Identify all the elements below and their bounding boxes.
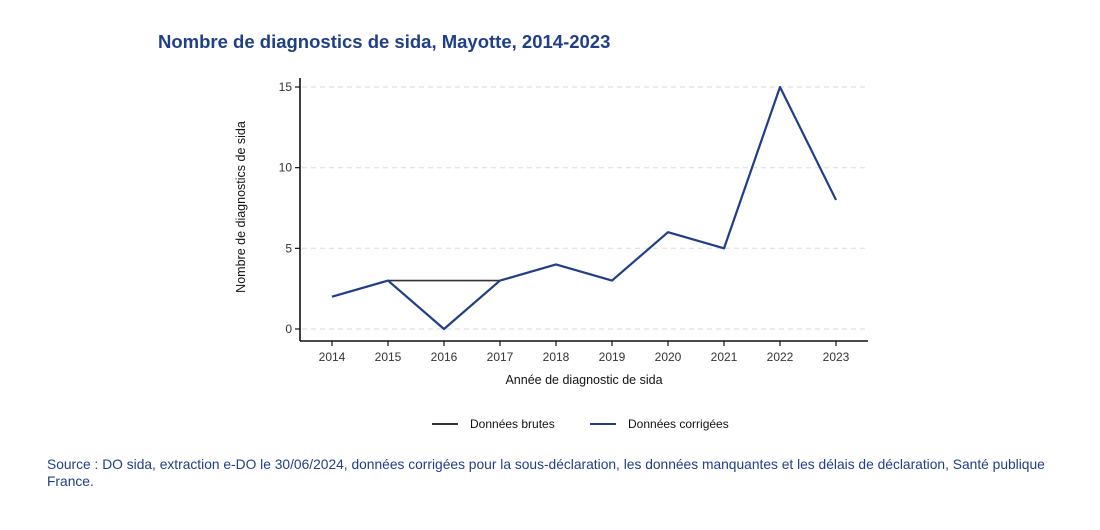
source-note: Source : DO sida, extraction e-DO le 30/… xyxy=(47,457,1045,489)
x-tick-label: 2021 xyxy=(711,350,738,364)
chart-title: Nombre de diagnostics de sida, Mayotte, … xyxy=(158,31,611,52)
x-tick-label: 2014 xyxy=(319,350,346,364)
x-tick-label: 2023 xyxy=(823,350,850,364)
legend-label: Données brutes xyxy=(470,417,555,431)
x-tick-label: 2019 xyxy=(599,350,626,364)
series-lines xyxy=(331,85,837,331)
x-axis-label: Année de diagnostic de sida xyxy=(505,373,662,387)
y-tick-label: 0 xyxy=(285,322,292,336)
x-tick-label: 2022 xyxy=(767,350,794,364)
series-line-donnees-brutes xyxy=(331,86,837,298)
y-axis-label: Nombre de diagnostics de sida xyxy=(234,121,248,293)
legend: Données brutes Données corrigées xyxy=(432,417,729,431)
x-tick-label: 2018 xyxy=(543,350,570,364)
y-tick-label: 5 xyxy=(285,241,292,255)
y-tick-label: 10 xyxy=(279,161,293,175)
x-ticks: 2014 2015 2016 2017 2018 2019 2020 2021 2022 2023 xyxy=(319,341,850,364)
gridlines xyxy=(302,86,868,330)
x-tick-label: 2015 xyxy=(375,350,402,364)
y-tick-label: 15 xyxy=(279,80,293,94)
x-tick-label: 2020 xyxy=(655,350,682,364)
x-tick-label: 2017 xyxy=(487,350,514,364)
series-line-donnees-corrigees xyxy=(331,85,837,331)
y-ticks: 0 5 10 15 xyxy=(279,80,300,336)
x-tick-label: 2016 xyxy=(431,350,458,364)
legend-label: Données corrigées xyxy=(628,417,729,431)
